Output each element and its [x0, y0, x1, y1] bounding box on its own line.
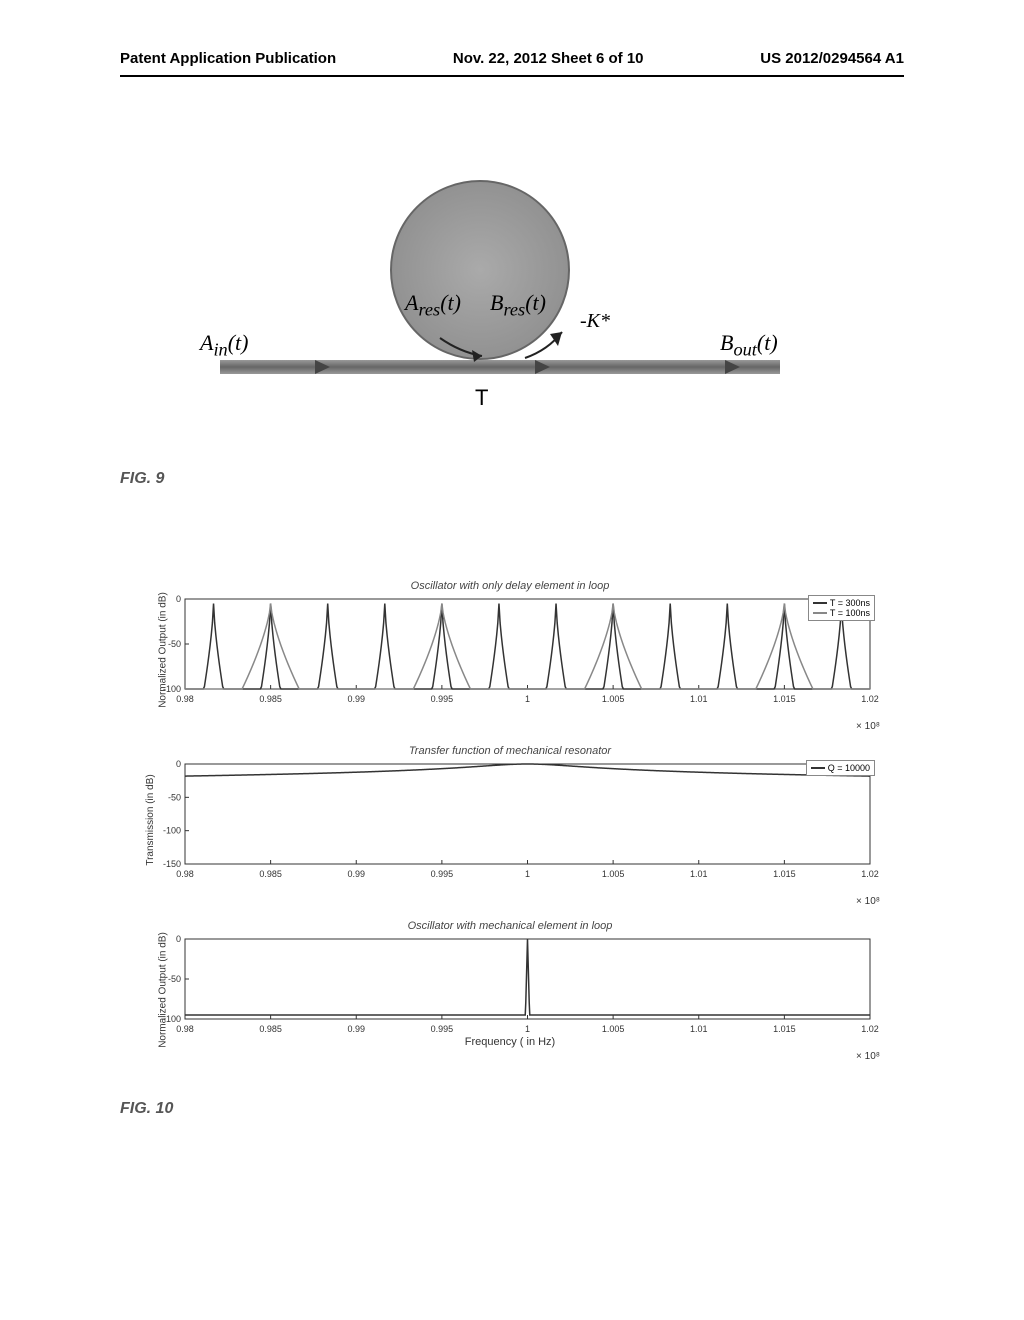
svg-text:-50: -50: [168, 792, 181, 802]
chart-panel-1: Oscillator with only delay element in lo…: [140, 580, 880, 720]
svg-text:1.02: 1.02: [861, 869, 879, 879]
svg-text:-150: -150: [163, 859, 181, 869]
svg-text:0: 0: [176, 759, 181, 769]
svg-text:0.995: 0.995: [431, 694, 454, 704]
svg-text:1.01: 1.01: [690, 694, 708, 704]
svg-text:1.015: 1.015: [773, 869, 796, 879]
svg-text:-50: -50: [168, 974, 181, 984]
svg-text:0.98: 0.98: [176, 1024, 194, 1034]
chart-panel-2: Transfer function of mechanical resonato…: [140, 745, 880, 895]
svg-text:0: 0: [176, 934, 181, 944]
header-center: Nov. 22, 2012 Sheet 6 of 10: [453, 50, 644, 67]
chart-3-xlabel: Frequency ( in Hz): [140, 1036, 880, 1048]
chart-1-xscale: × 10⁸: [856, 721, 880, 732]
svg-text:0.99: 0.99: [347, 694, 365, 704]
page-header: Patent Application Publication Nov. 22, …: [0, 50, 1024, 67]
svg-text:1.015: 1.015: [773, 694, 796, 704]
svg-text:-100: -100: [163, 826, 181, 836]
chart-2-legend: Q = 10000: [806, 760, 875, 776]
chart-3-title: Oscillator with mechanical element in lo…: [140, 920, 880, 932]
svg-text:0.995: 0.995: [431, 1024, 454, 1034]
chart-2-title: Transfer function of mechanical resonato…: [140, 745, 880, 757]
chart-2-xscale: × 10⁸: [856, 896, 880, 907]
svg-text:1: 1: [525, 694, 530, 704]
svg-text:1.01: 1.01: [690, 1024, 708, 1034]
chart-1-title: Oscillator with only delay element in lo…: [140, 580, 880, 592]
chart-3-xscale: × 10⁸: [856, 1051, 880, 1062]
header-right: US 2012/0294564 A1: [760, 50, 904, 67]
svg-text:1.005: 1.005: [602, 694, 625, 704]
svg-text:1: 1: [525, 869, 530, 879]
svg-text:1.015: 1.015: [773, 1024, 796, 1034]
svg-text:-50: -50: [168, 639, 181, 649]
figure-10-caption: FIG. 10: [120, 1100, 173, 1118]
chart-3-ylabel: Normalized Output (in dB): [157, 932, 168, 1048]
svg-text:0.985: 0.985: [259, 694, 282, 704]
svg-text:1.01: 1.01: [690, 869, 708, 879]
svg-text:0.985: 0.985: [259, 869, 282, 879]
svg-text:0.995: 0.995: [431, 869, 454, 879]
svg-text:0.98: 0.98: [176, 869, 194, 879]
chart-3-svg: 0-50-1000.980.9850.990.99511.0051.011.01…: [140, 934, 880, 1034]
svg-text:0: 0: [176, 594, 181, 604]
header-left: Patent Application Publication: [120, 50, 336, 67]
figure-10: Oscillator with only delay element in lo…: [140, 580, 880, 1080]
header-rule: [120, 75, 904, 77]
label-b-out: Bout(t): [720, 330, 778, 360]
chart-panel-3: Oscillator with mechanical element in lo…: [140, 920, 880, 1060]
chart-2-svg: 0 -50 -100 -1500.98 0.985 0.99 0.995 1 1.005 1.01…: [140, 759, 880, 879]
svg-text:1: 1: [525, 1024, 530, 1034]
figure-9: Ain(t) Ares(t) Bres(t) -K* Bout(t) T: [200, 180, 800, 440]
svg-text:0.985: 0.985: [259, 1024, 282, 1034]
svg-text:1.02: 1.02: [861, 1024, 879, 1034]
svg-text:1.005: 1.005: [602, 1024, 625, 1034]
chart-1-legend: T = 300ns T = 100ns: [808, 595, 875, 621]
label-t: T: [475, 385, 488, 411]
svg-text:0.98: 0.98: [176, 694, 194, 704]
label-a-in: Ain(t): [200, 330, 248, 360]
chart-1-svg: 0-50-1000.980.9850.990.99511.0051.011.01…: [140, 594, 880, 704]
label-coupling: -K*: [580, 310, 610, 333]
figure-9-caption: FIG. 9: [120, 470, 164, 488]
ring-arrows: [390, 180, 590, 380]
svg-text:0.99: 0.99: [347, 869, 365, 879]
svg-text:1.02: 1.02: [861, 694, 879, 704]
svg-text:1.005: 1.005: [602, 869, 625, 879]
label-b-res: Bres(t): [490, 290, 546, 320]
chart-1-ylabel: Normalized Output (in dB): [157, 592, 168, 708]
chart-2-ylabel: Transmission (in dB): [145, 774, 156, 865]
label-a-res: Ares(t): [405, 290, 461, 320]
svg-text:0.99: 0.99: [347, 1024, 365, 1034]
